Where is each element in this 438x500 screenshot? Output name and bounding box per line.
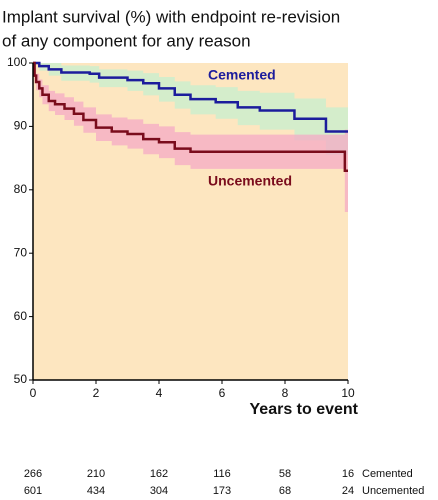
- at-risk-count: 68: [279, 485, 291, 497]
- at-risk-count: 162: [150, 468, 168, 480]
- x-tick-label: 4: [156, 386, 163, 400]
- at-risk-count: 173: [213, 485, 231, 497]
- x-tick-label: 2: [93, 386, 100, 400]
- y-tick-label: 80: [14, 182, 28, 196]
- x-tick-label: 10: [341, 386, 355, 400]
- at-risk-count: 16: [342, 468, 354, 480]
- at-risk-count: 58: [279, 468, 291, 480]
- at-risk-count: 266: [24, 468, 42, 480]
- x-tick-label: 8: [282, 386, 289, 400]
- x-axis-label: Years to event: [250, 401, 359, 418]
- y-tick-label: 90: [14, 119, 28, 133]
- chart-title: Implant survival (%) with endpoint re-re…: [2, 7, 340, 26]
- x-tick-label: 6: [219, 386, 226, 400]
- survival-line: [33, 61, 348, 133]
- y-tick-label: 100: [7, 55, 27, 69]
- at-risk-count: 304: [150, 485, 168, 497]
- y-tick-label: 70: [14, 245, 28, 259]
- x-tick-label: 0: [30, 386, 37, 400]
- series-label: Uncemented: [208, 173, 292, 189]
- confidence-band: [33, 63, 348, 155]
- at-risk-count: 210: [87, 468, 105, 480]
- at-risk-count: 116: [213, 468, 231, 480]
- series-label: Cemented: [208, 67, 276, 83]
- chart-title: of any component for any reason: [2, 31, 251, 50]
- at-risk-label: Cemented: [362, 468, 413, 480]
- survival-line: [33, 61, 348, 173]
- confidence-band: [33, 63, 348, 212]
- at-risk-count: 601: [24, 485, 42, 497]
- at-risk-count: 24: [342, 485, 354, 497]
- at-risk-label: Uncemented: [362, 485, 424, 497]
- y-tick-label: 50: [14, 372, 28, 386]
- y-tick-label: 60: [14, 309, 28, 323]
- at-risk-count: 434: [87, 485, 105, 497]
